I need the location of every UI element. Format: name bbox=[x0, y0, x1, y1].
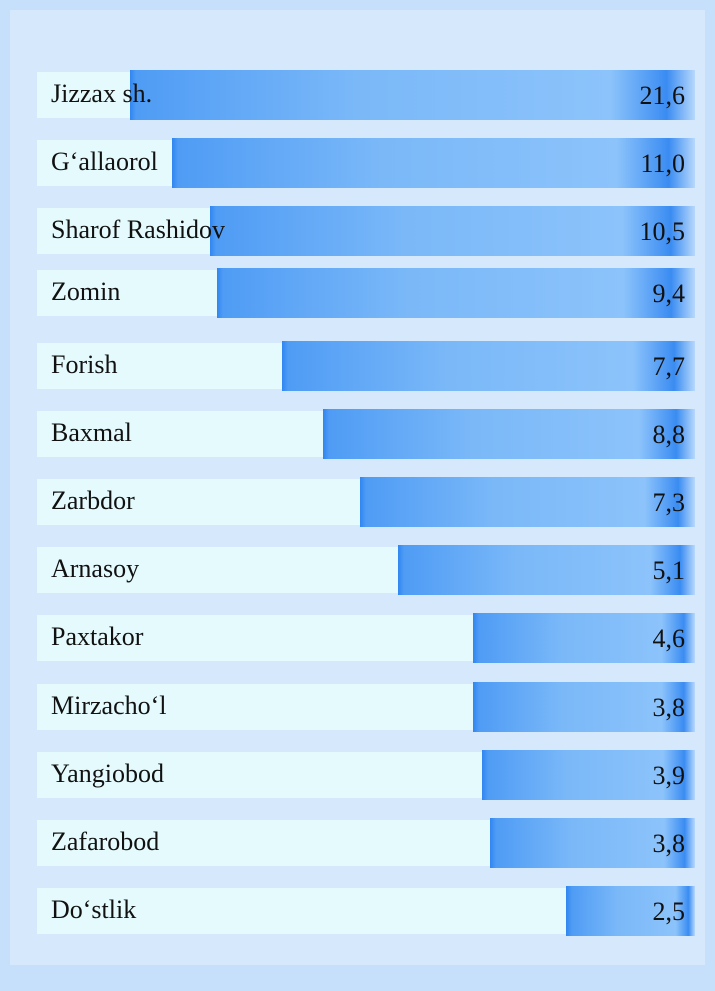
row: Paxtakor 4,6 bbox=[37, 613, 695, 663]
bar bbox=[130, 70, 695, 120]
row: Yangiobod 3,9 bbox=[37, 750, 695, 800]
bar bbox=[172, 138, 695, 188]
bar bbox=[210, 206, 695, 256]
row-value: 7,3 bbox=[653, 477, 686, 529]
row-label: Baxmal bbox=[51, 409, 132, 457]
row: Zomin 9,4 bbox=[37, 268, 695, 318]
row: Do‘stlik 2,5 bbox=[37, 886, 695, 936]
row-value: 3,9 bbox=[653, 750, 686, 802]
row: Zafarobod 3,8 bbox=[37, 818, 695, 868]
bar bbox=[360, 477, 695, 527]
row: Jizzax sh. 21,6 bbox=[37, 70, 695, 120]
row-label: Zarbdor bbox=[51, 477, 135, 525]
row-value: 11,0 bbox=[640, 138, 685, 190]
row: G‘allaorol 11,0 bbox=[37, 138, 695, 188]
row-label: G‘allaorol bbox=[51, 138, 158, 186]
row: Zarbdor 7,3 bbox=[37, 477, 695, 527]
bar bbox=[323, 409, 695, 459]
row-value: 3,8 bbox=[653, 682, 686, 734]
row-value: 2,5 bbox=[653, 886, 686, 938]
row-label: Zomin bbox=[51, 268, 120, 316]
row-label: Jizzax sh. bbox=[51, 70, 152, 118]
row: Forish 7,7 bbox=[37, 341, 695, 391]
row-label: Mirzacho‘l bbox=[51, 682, 167, 730]
row-value: 3,8 bbox=[653, 818, 686, 870]
row-value: 10,5 bbox=[640, 206, 686, 258]
bar bbox=[398, 545, 695, 595]
row: Sharof Rashidov 10,5 bbox=[37, 206, 695, 256]
row-value: 21,6 bbox=[640, 70, 686, 122]
row-label: Zafarobod bbox=[51, 818, 159, 866]
row-value: 9,4 bbox=[653, 268, 686, 320]
row-label: Yangiobod bbox=[51, 750, 164, 798]
row-value: 5,1 bbox=[653, 545, 686, 597]
row-label: Sharof Rashidov bbox=[51, 206, 225, 254]
row: Arnasoy 5,1 bbox=[37, 545, 695, 595]
row-label: Do‘stlik bbox=[51, 886, 136, 934]
row-label: Paxtakor bbox=[51, 613, 143, 661]
row-label: Arnasoy bbox=[51, 545, 139, 593]
bar bbox=[217, 268, 695, 318]
row: Mirzacho‘l 3,8 bbox=[37, 682, 695, 732]
bar bbox=[282, 341, 695, 391]
row: Baxmal 8,8 bbox=[37, 409, 695, 459]
row-label: Forish bbox=[51, 341, 117, 389]
row-value: 7,7 bbox=[653, 341, 686, 393]
row-value: 8,8 bbox=[653, 409, 686, 461]
row-value: 4,6 bbox=[653, 613, 686, 665]
